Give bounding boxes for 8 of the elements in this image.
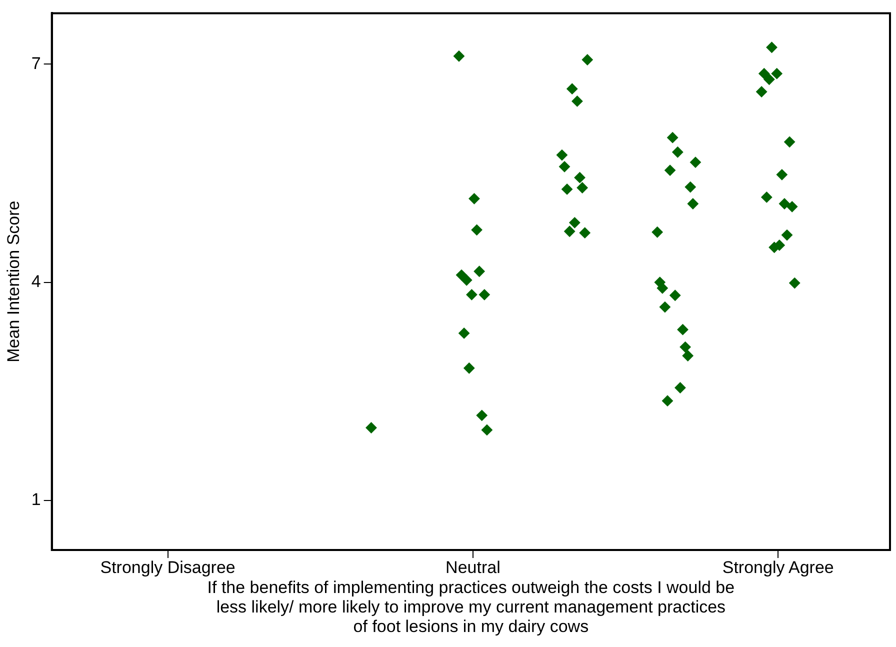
y-tick-label: 7 — [31, 54, 41, 73]
y-axis-title: Mean Intention Score — [4, 200, 23, 362]
y-tick-label: 1 — [31, 490, 41, 510]
x-tick-label: Strongly Agree — [722, 558, 834, 577]
y-tick-label: 4 — [31, 272, 41, 291]
x-axis-title: If the benefits of implementing practices outweigh the costs I would be less likely/ more likely to improve my current management practices of foot lesions in my dairy cows — [207, 578, 735, 636]
x-tick-label: Strongly Disagree — [100, 558, 236, 577]
x-tick-label: Neutral — [446, 558, 500, 577]
